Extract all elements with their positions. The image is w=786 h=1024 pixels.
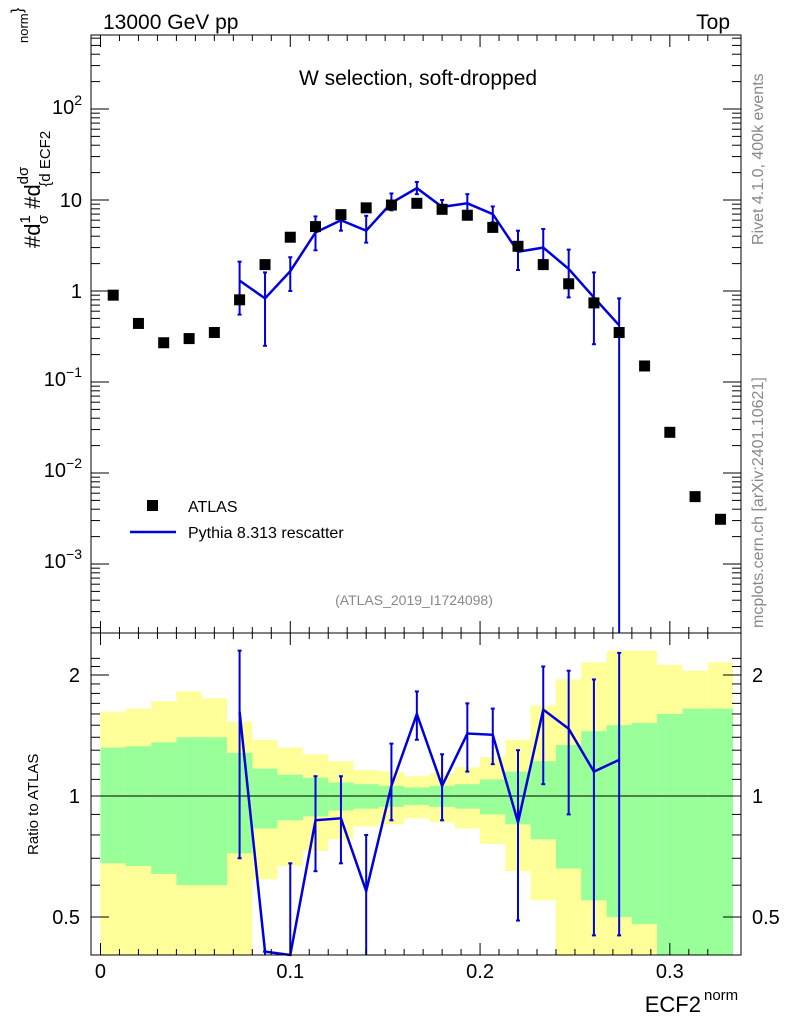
atlas-point-3 xyxy=(183,333,195,345)
atlas-point-13 xyxy=(436,203,448,215)
ratio-y-axis-label: Ratio to ATLAS xyxy=(25,754,42,855)
band-inner-bin-3 xyxy=(176,737,202,886)
band-inner-bin-21 xyxy=(631,722,658,925)
ratio-panel-frame xyxy=(90,632,742,956)
band-inner-bin-24 xyxy=(707,708,734,955)
energy-label: 13000 GeV pp xyxy=(103,11,238,34)
ytick-10: 10 xyxy=(60,190,82,212)
legend-atlas-label: ATLAS xyxy=(188,499,238,516)
atlas-point-0 xyxy=(107,289,119,301)
atlas-point-18 xyxy=(563,278,575,290)
atlas-point-24 xyxy=(715,513,727,525)
ratio-ytick-05-left: 0.5 xyxy=(52,907,80,929)
xtick-label-0: 0 xyxy=(95,961,106,983)
main-y-axis-label: #d1σ #ddσ {d ECF2 norm } xyxy=(9,7,54,248)
svg-text:}: } xyxy=(9,7,26,13)
atlas-point-16 xyxy=(512,240,524,252)
process-label: Top xyxy=(696,11,730,34)
atlas-point-22 xyxy=(664,426,676,438)
rivet-label: Rivet 4.1.0, 400k events xyxy=(750,73,767,245)
ratio-ytick-05-right: 0.5 xyxy=(752,907,780,929)
mcplots-label: mcplots.cern.ch [arXiv:2401.10621] xyxy=(750,377,767,628)
ratio-mc-line xyxy=(238,707,620,957)
mc-line xyxy=(238,186,621,327)
xtick-label-3: 0.3 xyxy=(656,961,684,983)
band-inner-bin-0 xyxy=(100,747,126,864)
ratio-ytick-1-left: 1 xyxy=(69,786,80,808)
atlas-point-21 xyxy=(639,360,651,372)
legend-atlas-marker xyxy=(147,500,158,511)
ratio-ytick-1-right: 1 xyxy=(752,786,763,808)
atlas-point-5 xyxy=(234,294,246,306)
atlas-point-11 xyxy=(385,199,397,211)
atlas-point-23 xyxy=(689,491,701,503)
band-inner-bin-6 xyxy=(252,768,278,829)
xtick-label-1: 0.1 xyxy=(276,961,304,983)
band-inner-bin-4 xyxy=(201,737,228,886)
atlas-point-7 xyxy=(284,231,296,243)
atlas-point-17 xyxy=(537,259,549,271)
ytick-1e-1: 10−1 xyxy=(44,364,82,391)
atlas-point-9 xyxy=(335,209,347,221)
ratio-y-tick-labels: 2 1 0.5 2 1 0.5 xyxy=(52,665,780,929)
band-inner-bin-1 xyxy=(125,746,152,866)
ytick-1: 1 xyxy=(71,281,82,303)
ytick-1e2: 102 xyxy=(52,92,82,119)
atlas-point-12 xyxy=(411,197,423,209)
atlas-point-15 xyxy=(487,221,499,233)
atlas-point-6 xyxy=(259,259,271,271)
atlas-point-10 xyxy=(360,202,372,214)
y-label-sup: norm xyxy=(16,13,31,43)
atlas-point-8 xyxy=(310,221,322,233)
band-inner-bin-23 xyxy=(682,708,708,955)
ytick-1e-2: 10−2 xyxy=(44,455,82,482)
axis-ticks xyxy=(91,35,741,955)
band-inner-bin-22 xyxy=(657,713,683,955)
atlas-point-1 xyxy=(132,317,144,329)
atlas-point-2 xyxy=(158,337,170,349)
legend: ATLAS Pythia 8.313 rescatter xyxy=(130,499,344,542)
xtick-label-2: 0.2 xyxy=(466,961,494,983)
band-inner-bin-7 xyxy=(277,774,303,821)
ratio-ytick-2-left: 2 xyxy=(69,665,80,687)
svg-text:#d1σ #ddσ{d ECF2: #d1σ #ddσ {d ECF2 xyxy=(15,131,54,248)
chart-title: W selection, soft-dropped xyxy=(299,67,537,90)
x-axis-label-sup: norm xyxy=(704,987,738,1004)
x-tick-labels: 0 0.1 0.2 0.3 xyxy=(95,961,684,983)
ytick-1e-3: 10−3 xyxy=(44,546,82,573)
band-inner-bin-2 xyxy=(151,742,177,874)
band-inner-bin-15 xyxy=(480,779,506,815)
main-panel-data xyxy=(107,180,727,633)
atlas-point-4 xyxy=(208,326,220,338)
atlas-point-19 xyxy=(588,297,600,309)
atlas-point-20 xyxy=(613,326,625,338)
x-axis-label: ECF2 xyxy=(645,992,701,1017)
legend-pythia-label: Pythia 8.313 rescatter xyxy=(188,525,344,542)
ratio-panel-data xyxy=(91,649,741,957)
atlas-point-14 xyxy=(461,209,473,221)
analysis-id: (ATLAS_2019_I1724098) xyxy=(335,592,493,608)
ratio-ytick-2-right: 2 xyxy=(752,665,763,687)
